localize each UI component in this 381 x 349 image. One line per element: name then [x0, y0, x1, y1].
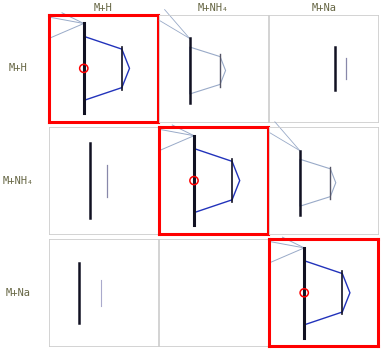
Title: M+H: M+H	[94, 3, 113, 13]
Y-axis label: M+NH₄: M+NH₄	[3, 176, 34, 186]
Title: M+Na: M+Na	[311, 3, 336, 13]
Y-axis label: M+Na: M+Na	[6, 288, 31, 298]
Title: M+NH₄: M+NH₄	[198, 3, 229, 13]
Y-axis label: M+H: M+H	[9, 64, 28, 73]
